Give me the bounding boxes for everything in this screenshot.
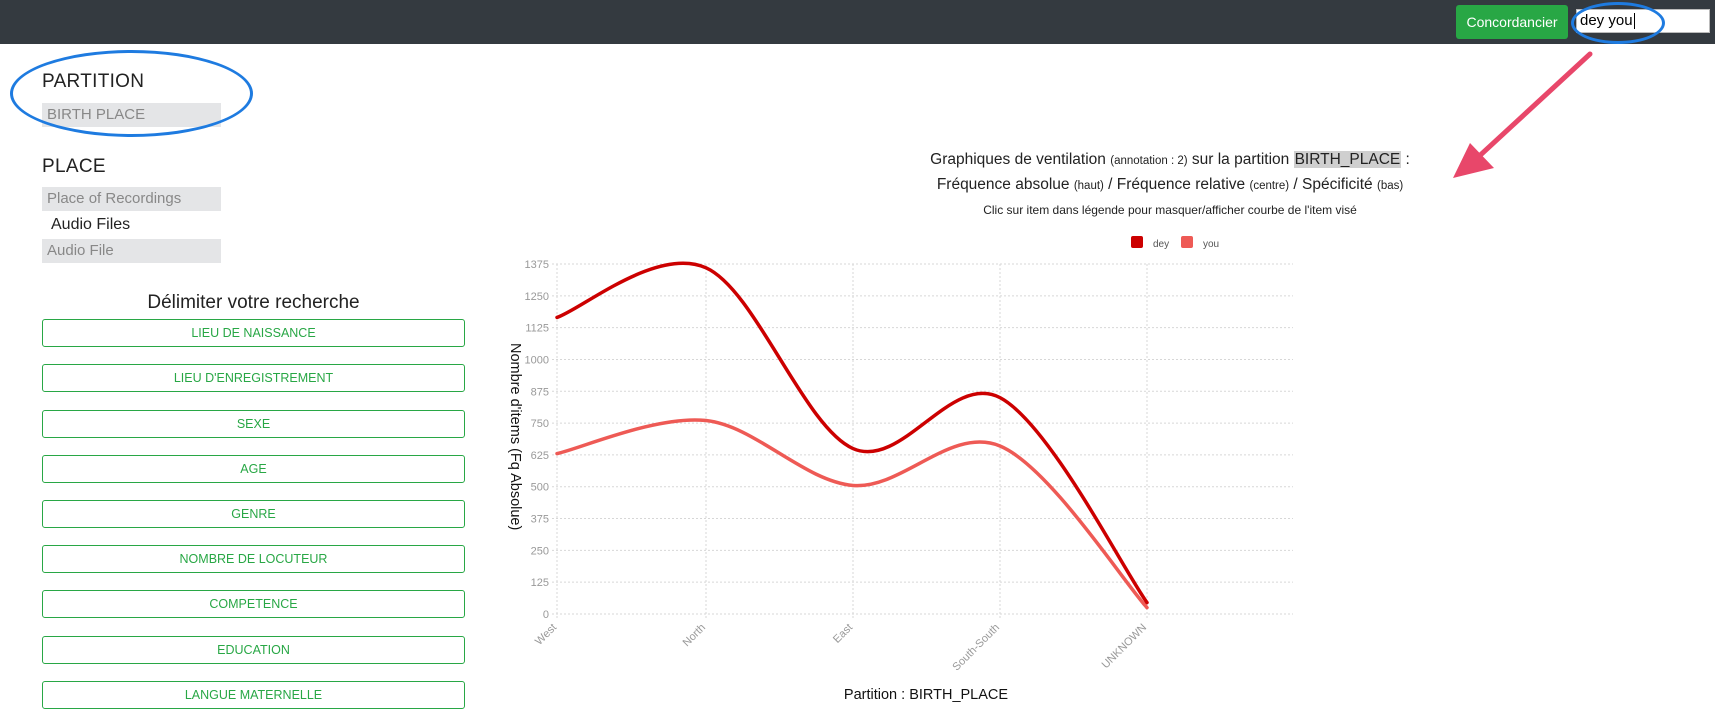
y-tick-label: 0 — [543, 609, 549, 621]
y-tick-label: 1000 — [525, 354, 549, 366]
x-axis-ticks: West North East South-South UNKNOWN — [533, 622, 1149, 674]
partition-highlight: BIRTH_PLACE — [1293, 151, 1402, 168]
series-line-you — [555, 418, 1149, 610]
x-tick-label: West — [533, 622, 559, 648]
legend-label[interactable]: you — [1203, 239, 1219, 250]
place-title: PLACE — [42, 156, 106, 177]
y-tick-label: 875 — [531, 386, 549, 398]
header-text: Fréquence absolue — [936, 176, 1074, 193]
header-text: / Fréquence relative — [1103, 176, 1250, 193]
header-note: (bas) — [1376, 180, 1404, 192]
concordancier-button[interactable]: Concordancier — [1456, 5, 1568, 39]
y-axis-ticks: 0 125 250 375 500 625 750 875 1000 1125 1250 1375 — [525, 259, 549, 621]
x-tick-label: North — [681, 622, 709, 650]
y-tick-label: 1125 — [525, 323, 549, 335]
filter-button[interactable]: LIEU D'ENREGISTREMENT — [42, 364, 465, 392]
header-note: (centre) — [1249, 180, 1290, 192]
header-note: (haut) — [1073, 180, 1104, 192]
legend-swatch[interactable] — [1131, 236, 1143, 248]
chart-header-line1: Graphiques de ventilation (annotation : … — [880, 151, 1460, 169]
header-text: Graphiques de ventilation — [930, 151, 1111, 168]
filter-button[interactable]: LANGUE MATERNELLE — [42, 681, 465, 709]
filter-button[interactable]: SEXE — [42, 410, 465, 438]
annotation-arrow — [1453, 51, 1593, 178]
header-text: sur la partition — [1187, 151, 1294, 168]
place-of-recordings-field[interactable]: Place of Recordings — [42, 187, 221, 211]
chart-grid — [552, 263, 1293, 619]
y-tick-label: 125 — [531, 577, 549, 589]
header-text: : — [1401, 151, 1410, 168]
filter-button[interactable]: EDUCATION — [42, 636, 465, 664]
header-text: / Spécificité — [1289, 176, 1377, 193]
chart-header-line2: Fréquence absolue (haut) / Fréquence rel… — [880, 176, 1460, 194]
legend-swatch[interactable] — [1181, 236, 1193, 248]
filter-button[interactable]: LIEU DE NAISSANCE — [42, 319, 465, 347]
chart-header-line3: Clic sur item dans légende pour masquer/… — [983, 203, 1357, 217]
delimiter-title: Délimiter votre recherche — [147, 292, 360, 313]
x-tick-label: UNKNOWN — [1100, 622, 1150, 672]
x-tick-label: South-South — [950, 622, 1002, 674]
chart-legend[interactable]: dey you — [1131, 236, 1219, 250]
y-axis-title: Nombre d'items (Fq Absolue) — [507, 343, 523, 530]
y-tick-label: 1375 — [525, 259, 549, 271]
legend-label[interactable]: dey — [1153, 239, 1169, 250]
filter-button[interactable]: COMPETENCE — [42, 590, 465, 618]
y-tick-label: 500 — [531, 482, 549, 494]
chart-series — [555, 261, 1149, 610]
header-note: (annotation : 2) — [1110, 155, 1188, 167]
y-tick-label: 375 — [531, 514, 549, 526]
x-tick-label: East — [831, 622, 855, 646]
annotation-ellipse-partition — [10, 50, 253, 137]
x-axis-title: Partition : BIRTH_PLACE — [844, 687, 1008, 703]
y-tick-label: 1250 — [525, 291, 549, 303]
y-tick-label: 625 — [531, 450, 549, 462]
audio-file-field[interactable]: Audio File — [42, 239, 221, 263]
audio-files-label: Audio Files — [51, 216, 131, 233]
y-tick-label: 750 — [531, 418, 549, 430]
series-line-dey — [555, 261, 1149, 605]
filter-button[interactable]: AGE — [42, 455, 465, 483]
top-navbar — [0, 0, 1715, 44]
y-tick-label: 250 — [531, 545, 549, 557]
filter-button[interactable]: NOMBRE DE LOCUTEUR — [42, 545, 465, 573]
filter-button[interactable]: GENRE — [42, 500, 465, 528]
annotation-ellipse-search — [1571, 2, 1665, 44]
